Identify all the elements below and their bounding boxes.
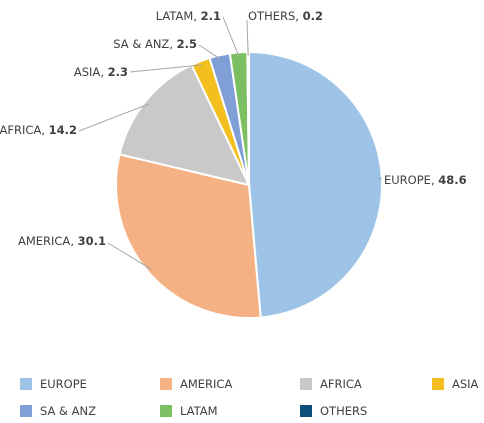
legend-item: LATAM: [160, 404, 218, 418]
legend-label: ASIA: [452, 377, 479, 391]
category-name: SA & ANZ: [113, 37, 176, 51]
legend-label: AFRICA: [320, 377, 362, 391]
value-label: 2.1: [200, 9, 221, 23]
category-name: AMERICA: [18, 234, 78, 248]
legend-swatch: [160, 378, 172, 390]
legend-label: EUROPE: [40, 377, 87, 391]
category-name: ASIA: [74, 65, 108, 79]
leader-line: [78, 103, 149, 132]
leader-line: [198, 44, 221, 60]
value-label: 2.3: [107, 65, 128, 79]
leader-line: [107, 242, 152, 270]
value-label: 48.6: [438, 173, 467, 187]
legend-item: ASIA: [432, 377, 478, 391]
leader-line: [377, 177, 383, 180]
value-label: 0.2: [302, 9, 323, 23]
leader-line: [222, 16, 240, 57]
legend-swatch: [20, 378, 32, 390]
data-label: OTHERS0.2: [248, 9, 323, 23]
legend-label: LATAM: [180, 404, 218, 418]
value-label: 30.1: [77, 234, 106, 248]
legend-swatch: [432, 378, 444, 390]
leader-line: [129, 64, 202, 73]
pie-slice: [248, 50, 383, 319]
data-label: ASIA2.3: [74, 65, 128, 79]
category-name: AFRICA: [0, 123, 49, 137]
data-label: SA & ANZ2.5: [113, 37, 197, 51]
legend-swatch: [300, 378, 312, 390]
legend-item: OTHERS: [300, 404, 367, 418]
legend-item: AMERICA: [160, 377, 232, 391]
pie-slice: [115, 153, 262, 319]
data-label: AFRICA14.2: [0, 123, 77, 137]
legend-item: SA & ANZ: [20, 404, 96, 418]
category-name: OTHERS: [248, 9, 303, 23]
pie-slice: [118, 63, 251, 187]
category-name: LATAM: [156, 9, 201, 23]
legend-label: AMERICA: [180, 377, 233, 391]
value-label: 2.5: [176, 37, 197, 51]
legend-item: AFRICA: [300, 377, 362, 391]
legend-label: SA & ANZ: [40, 404, 97, 418]
data-label: LATAM2.1: [156, 9, 221, 23]
data-label: AMERICA30.1: [18, 234, 106, 248]
legend-swatch: [300, 405, 312, 417]
category-name: EUROPE: [384, 173, 438, 187]
legend-swatch: [160, 405, 172, 417]
legend-item: EUROPE: [20, 377, 87, 391]
legend-swatch: [20, 405, 32, 417]
leader-line: [246, 19, 249, 57]
data-label: EUROPE48.6: [384, 173, 467, 187]
legend-label: OTHERS: [320, 404, 368, 418]
value-label: 14.2: [48, 123, 77, 137]
